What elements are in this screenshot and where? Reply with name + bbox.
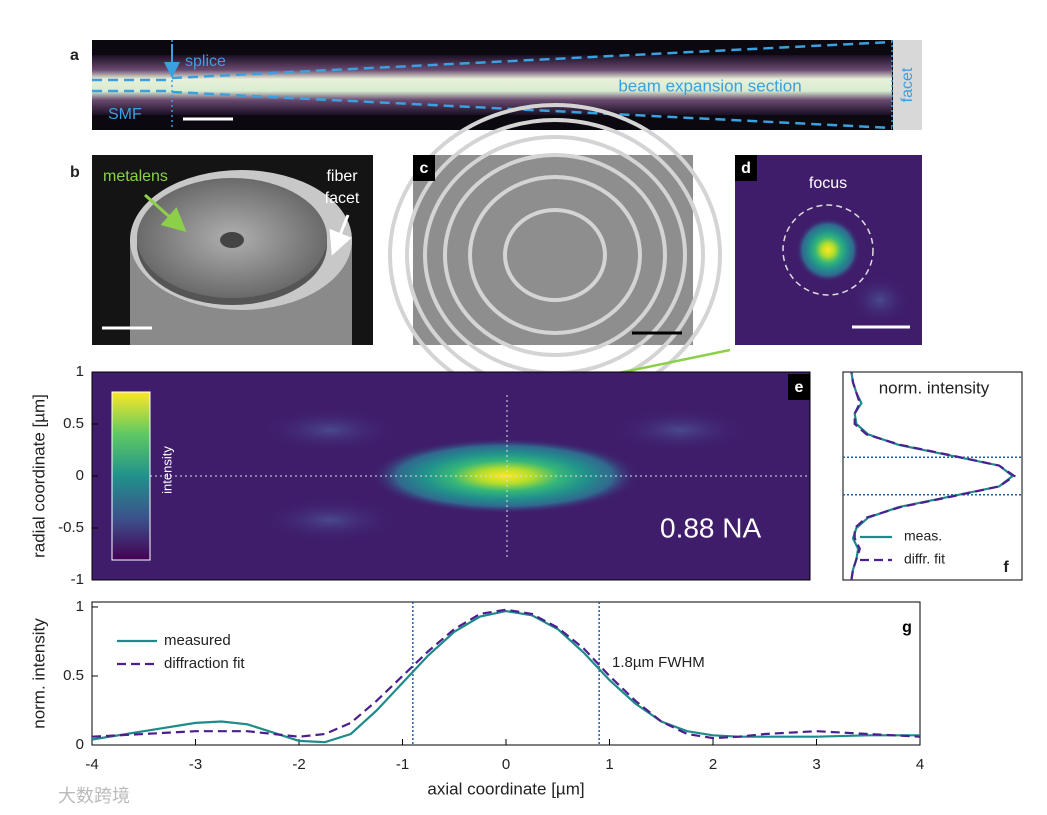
panel-a: a splice SMF beam expansion section face… (70, 40, 922, 130)
y-tick-label: -1 (71, 571, 84, 588)
y-tick-label: 0 (76, 467, 84, 484)
legend-label: meas. (904, 528, 942, 544)
expansion-lines (92, 40, 893, 130)
panel-label: b (70, 164, 80, 181)
y-tick-label: 0.5 (63, 415, 84, 432)
plot-frame (842, 371, 1023, 581)
x-tick-label: -1 (396, 756, 409, 773)
facet-arrow (329, 214, 352, 256)
x-tick-label: 2 (709, 756, 717, 773)
x-tick-label: 4 (916, 756, 924, 773)
x-tick-label: -3 (189, 756, 202, 773)
panel-label: e (795, 379, 804, 396)
panel-label: c (420, 160, 429, 177)
y-tick-label: -0.5 (58, 519, 84, 536)
metalens-arrow (144, 193, 187, 232)
profile-line (850, 371, 1017, 581)
section-label: beam expansion section (618, 76, 801, 95)
side-lobe (260, 408, 400, 452)
side-lobe (610, 408, 750, 452)
focus-label: focus (809, 175, 847, 192)
x-axis-label: axial coordinate [µm] (427, 779, 584, 798)
focus-circle (782, 204, 874, 296)
panel-label-box (788, 374, 810, 400)
y-tick-label: 1 (76, 363, 84, 380)
metalens-center (220, 232, 244, 248)
panel-label: a (70, 47, 79, 64)
panel-label-box (413, 155, 435, 181)
metalens-label: metalens (103, 168, 168, 185)
y-tick-label: 0.5 (63, 667, 84, 684)
y-axis-label: norm. intensity (29, 618, 48, 729)
panel-b: b metalens fiber facet (70, 155, 373, 345)
x-tick-label: 1 (605, 756, 613, 773)
series-line (91, 608, 921, 740)
y-axis-label: radial coordinate [µm] (29, 394, 48, 558)
colorbar (111, 391, 151, 561)
annotation: 0.88 NA (660, 512, 761, 543)
panel-c: c (388, 103, 722, 407)
splice-label: splice (185, 53, 226, 70)
panel-label: d (741, 160, 751, 177)
legend-label: measured (164, 632, 231, 649)
smf-label: SMF (108, 106, 142, 123)
panel-label: g (902, 619, 912, 636)
legend-label: diffr. fit (904, 551, 945, 567)
legend-label: diffraction fit (164, 655, 245, 672)
side-lobe (260, 498, 400, 542)
x-tick-label: 0 (502, 756, 510, 773)
colorbar-label: intensity (159, 446, 174, 494)
facet-region (893, 40, 922, 130)
focus-spot (796, 218, 860, 282)
series-line (91, 609, 920, 744)
x-tick-label: -4 (85, 756, 98, 773)
fiber-label: facet (325, 190, 360, 207)
panel-label-box (735, 155, 757, 181)
side-lobe (850, 275, 910, 325)
y-tick-label: 0 (76, 736, 84, 753)
plot-title: norm. intensity (879, 378, 990, 397)
beam (92, 55, 892, 115)
y-tick-label: 1 (76, 598, 84, 615)
panel-e (91, 371, 811, 581)
fiber-label: fiber (326, 168, 358, 185)
sem-image (413, 155, 693, 345)
dynamic: -1 -0.5 0 0.5 1 radial coordinate [µm] intensi… (29, 363, 1023, 806)
panel-d: d focus (507, 155, 922, 402)
facet-label: facet (899, 67, 916, 102)
annotation: 1.8µm FWHM (612, 654, 705, 671)
panel-label-box (896, 614, 918, 640)
x-tick-label: -2 (292, 756, 305, 773)
watermark: 大数跨境 (58, 786, 130, 806)
x-tick-label: 3 (812, 756, 820, 773)
panel-label: f (1003, 559, 1009, 576)
plot-frame (91, 601, 921, 746)
